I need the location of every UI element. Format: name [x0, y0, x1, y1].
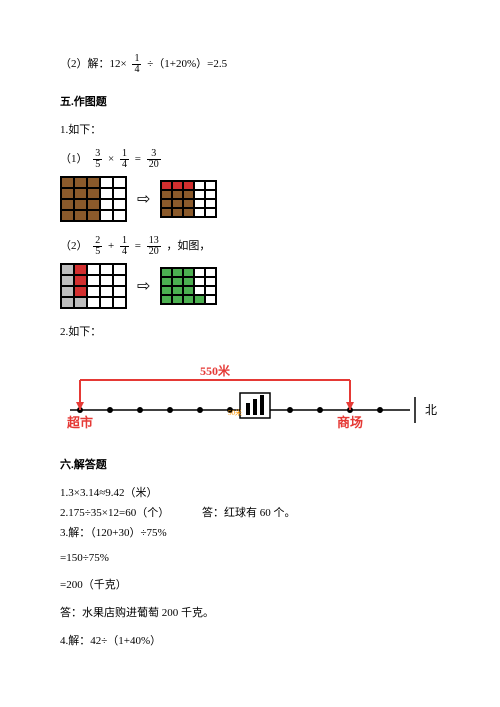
sec6-l1: 1.3×3.14≈9.42（米） [60, 484, 440, 500]
q2-prefix: （2）解：12× [60, 58, 127, 70]
grid-row-1: ⇨ [60, 176, 440, 222]
eq1-prefix: （1） [60, 153, 88, 165]
sec6-l7: 4.解：42÷（1+40%） [60, 632, 440, 648]
eq2-tail: ，如图， [166, 240, 210, 252]
dist-label: 550米 [200, 363, 231, 378]
sec6-l2: 2.175÷35×12=60（个） 答：红球有 60 个。 [60, 504, 440, 520]
frac-1-4b: 14 [120, 236, 129, 257]
sec6-l2a: 2.175÷35×12=60（个） [60, 507, 169, 519]
grid-2a [60, 263, 127, 309]
frac-2-5: 25 [93, 236, 102, 257]
frac-3-20: 320 [147, 149, 161, 170]
eq2-prefix: （2） [60, 240, 88, 252]
grid-2b [160, 267, 217, 305]
sec6-l3: 3.解：（120+30）÷75% [60, 524, 440, 540]
left-label: 超市 [67, 415, 93, 430]
fraction-1-4: 1 4 [132, 54, 141, 75]
eq2: （2） 25 + 14 = 1320 ，如图， [60, 236, 440, 257]
grid-row-2: ⇨ [60, 263, 440, 309]
eq1-eq: = [135, 153, 141, 165]
frac-3-5: 35 [93, 149, 102, 170]
sec6-l4: =150÷75% [60, 552, 440, 564]
grid-1b [160, 180, 217, 218]
frac-1-4: 14 [120, 149, 129, 170]
arrow-icon: ⇨ [137, 276, 150, 296]
sec6-l2b: 答：红球有 60 个。 [202, 507, 296, 519]
eq1: （1） 35 × 14 = 320 [60, 149, 440, 170]
frac-13-20: 1320 [147, 236, 161, 257]
small-dist: 50米 [228, 408, 242, 417]
right-label: 商场 [337, 415, 363, 430]
map-diagram: 550米 50米 超市 商场 北 [60, 355, 440, 435]
eq1-op: × [108, 153, 114, 165]
grid-1a [60, 176, 127, 222]
eq2-eq: = [135, 240, 141, 252]
problem-2: （2）解：12× 1 4 ÷（1+20%）=2.5 [60, 54, 440, 75]
eq2-op: + [108, 240, 114, 252]
sec5-p1: 1.如下： [60, 121, 440, 137]
section-5-title: 五.作图题 [60, 93, 440, 109]
sec5-p2: 2.如下： [60, 323, 440, 339]
sec6-l5: =200（千克） [60, 576, 440, 592]
section-6-title: 六.解答题 [60, 456, 440, 472]
arrow-icon: ⇨ [137, 189, 150, 209]
sec6-l6: 答：水果店购进葡萄 200 千克。 [60, 604, 440, 620]
q2-suffix: ÷（1+20%）=2.5 [147, 58, 227, 70]
north-label: 北 [425, 403, 437, 417]
